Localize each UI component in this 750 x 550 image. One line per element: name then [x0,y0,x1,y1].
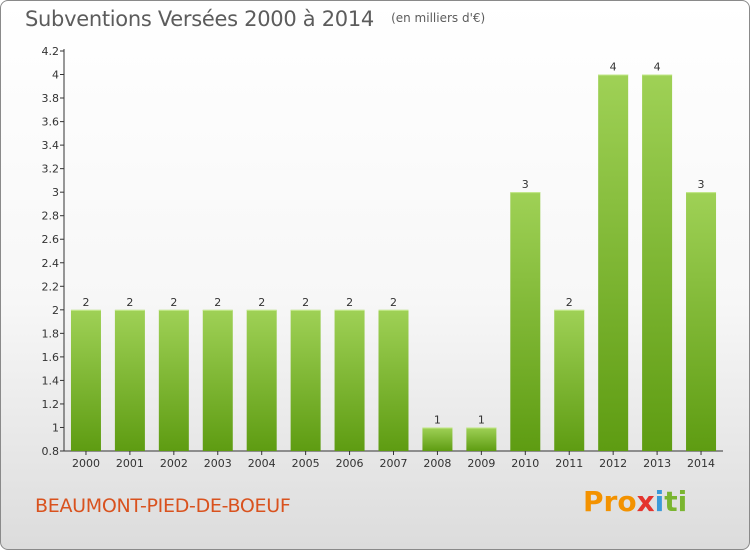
y-tick-label: 2.2 [42,280,60,293]
commune-name: BEAUMONT-PIED-DE-BOEUF [35,495,291,517]
y-tick-label: 2.8 [42,210,60,223]
y-tick-label: 4.2 [42,45,60,58]
labels: 2000 2 2001 2 2002 2 2003 2 2004 2 2005 2 2006 2 2007 2… [72,61,715,470]
bar [642,74,673,451]
bars [70,74,717,452]
y-tick-label: 1.4 [42,374,60,387]
bar [378,309,409,451]
y-tick-label: 3.2 [42,163,60,176]
data-label: 2 [214,296,221,309]
x-tick-label: 2005 [292,457,320,470]
y-tick-label: 2 [52,304,59,317]
x-tick-label: 2000 [72,457,100,470]
x-tick-label: 2009 [467,457,495,470]
x-tick-label: 2014 [687,457,715,470]
data-label: 1 [478,413,485,426]
bar [510,192,541,452]
bar [114,309,145,451]
data-label: 4 [610,61,617,74]
bar [70,309,101,451]
data-label: 3 [698,178,705,191]
data-label: 2 [390,296,397,309]
y-tick-label: 1.6 [42,351,60,364]
bar [466,427,497,451]
data-label: 4 [654,61,661,74]
x-tick-label: 2012 [599,457,627,470]
y-tick-label: 3 [52,186,59,199]
x-tick-label: 2002 [160,457,188,470]
bar [290,309,321,451]
x-tick-label: 2003 [204,457,232,470]
bar [202,309,233,451]
y-tick-label: 3.6 [42,116,60,129]
data-label: 3 [522,178,529,191]
y-tick-label: 1.8 [42,327,60,340]
bar [158,309,189,451]
logo-part: ti [664,485,688,518]
title-row: Subventions Versées 2000 à 2014 (en mill… [25,7,485,31]
data-label: 2 [302,296,309,309]
y-tick-label: 3.4 [42,139,60,152]
x-tick-label: 2007 [380,457,408,470]
logo-part: i [654,485,665,518]
bar [246,309,277,451]
y-tick-label: 2.6 [42,233,60,246]
logo-part: Pro [583,485,637,518]
data-label: 2 [346,296,353,309]
x-tick-label: 2006 [336,457,364,470]
y-tick-label: 3.8 [42,92,60,105]
x-tick-label: 2011 [555,457,583,470]
y-tick-label: 4 [52,69,59,82]
data-label: 2 [82,296,89,309]
data-label: 1 [434,413,441,426]
chart-subtitle: (en milliers d'€) [391,11,486,25]
x-tick-label: 2008 [423,457,451,470]
x-tick-label: 2004 [248,457,276,470]
data-label: 2 [170,296,177,309]
axes: 0.8 1 1.2 1.4 1.6 1.8 2 2.2 2.4 2.6 2.8 3 3.2 3.4 3.6 3… [42,45,723,458]
bar [554,309,585,451]
proxiti-logo[interactable]: Proxiti [583,485,687,518]
bar [422,427,453,451]
data-label: 2 [258,296,265,309]
x-tick-label: 2010 [511,457,539,470]
y-tick-label: 1 [52,421,59,434]
chart-title: Subventions Versées 2000 à 2014 [25,7,374,31]
data-label: 2 [566,296,573,309]
logo-part: x [636,485,655,518]
y-tick-label: 2.4 [42,257,60,270]
y-tick-label: 1.2 [42,398,60,411]
bar [334,309,365,451]
x-tick-label: 2001 [116,457,144,470]
x-tick-label: 2013 [643,457,671,470]
bar [686,192,717,452]
data-label: 2 [126,296,133,309]
bar [598,74,629,451]
y-tick-label: 0.8 [42,445,60,458]
